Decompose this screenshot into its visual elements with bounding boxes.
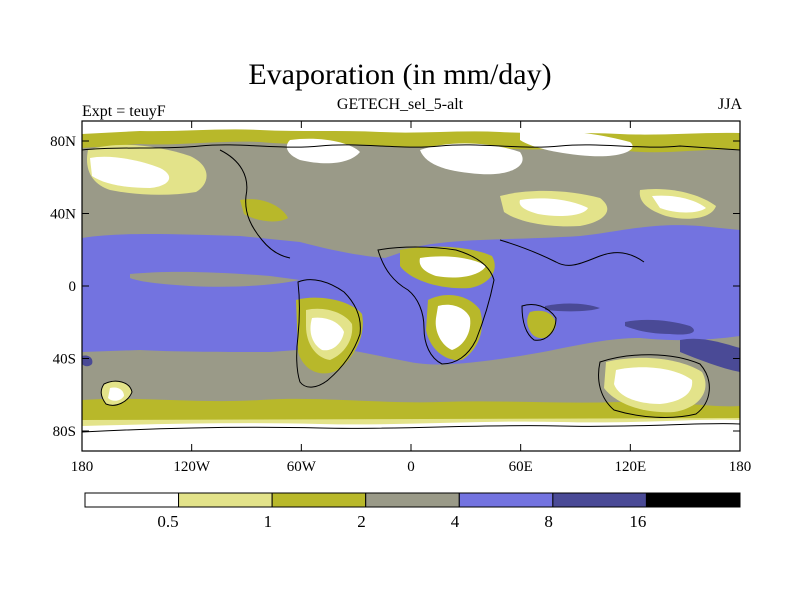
lat-tick-label: 80N xyxy=(50,134,76,150)
coast-north-america xyxy=(219,149,291,259)
map-field xyxy=(82,121,740,451)
plot-title: Evaporation (in mm/day) xyxy=(248,58,552,91)
plot-subtitle: GETECH_sel_5-alt xyxy=(336,96,464,113)
coast-south-america xyxy=(296,279,361,388)
coast-eurasia-south xyxy=(499,239,645,266)
field-southamerica-white xyxy=(310,317,344,351)
coast-africa xyxy=(377,246,495,365)
colorbar-label: 1 xyxy=(264,512,273,531)
field-darkblue-pacific xyxy=(680,338,740,372)
colorbar-swatch xyxy=(645,492,741,508)
colorbar-label: 8 xyxy=(544,512,553,531)
colorbar: 0.5 1 2 4 8 16 xyxy=(84,492,741,531)
field-india-olive xyxy=(527,310,556,339)
colorbar-label: 16 xyxy=(629,512,646,531)
field-island-white xyxy=(108,387,124,401)
axis-ticks: 80N 40N 0 40S 80S 180 120W 60W 0 60E 120E 180 xyxy=(50,121,751,475)
experiment-label: Expt = teuyF xyxy=(82,103,166,120)
lat-tick-label: 40S xyxy=(53,352,76,368)
colorbar-label: 4 xyxy=(451,512,460,531)
field-siberia-white xyxy=(520,129,633,157)
field-darkblue-east-indian xyxy=(545,303,600,312)
lon-tick-label: 120W xyxy=(173,459,211,475)
colorbar-swatch xyxy=(552,492,647,508)
colorbar-label: 2 xyxy=(357,512,366,531)
lon-tick-label: 120E xyxy=(614,459,646,475)
colorbar-label: 0.5 xyxy=(157,512,178,531)
colorbar-swatch xyxy=(271,492,367,508)
colorbar-swatch xyxy=(84,492,180,508)
season-label: JJA xyxy=(717,96,742,113)
field-sahara-white xyxy=(419,256,486,278)
lat-tick-label: 0 xyxy=(69,279,77,295)
colorbar-swatch xyxy=(365,492,460,508)
field-northamerica-white xyxy=(90,156,170,188)
coast-antarctica xyxy=(82,423,740,433)
lon-tick-label: 60E xyxy=(509,459,533,475)
field-gray-pacific-tongue xyxy=(130,271,300,287)
coast-island xyxy=(100,380,133,406)
lon-tick-label: 60W xyxy=(287,459,317,475)
colorbar-swatch xyxy=(178,492,273,508)
lat-tick-label: 40N xyxy=(50,207,76,223)
field-southafrica-white xyxy=(435,304,471,350)
lon-tick-label: 180 xyxy=(729,459,752,475)
coast-arctic xyxy=(82,144,740,151)
lat-tick-label: 80S xyxy=(53,424,76,440)
field-blue-tropics xyxy=(82,225,740,365)
field-centralasia-white xyxy=(519,198,588,216)
coast-australia xyxy=(598,354,710,418)
field-eastasia-white xyxy=(652,195,706,213)
lon-tick-label: 180 xyxy=(71,459,94,475)
coast-india xyxy=(521,304,557,341)
field-australia-white xyxy=(614,367,693,404)
lon-tick-label: 0 xyxy=(407,459,415,475)
field-darkblue-south-indian xyxy=(625,319,694,335)
colorbar-swatch xyxy=(458,492,554,508)
field-europe-white xyxy=(420,143,523,175)
coastlines xyxy=(82,144,740,433)
field-northamerica-olive xyxy=(240,199,288,222)
